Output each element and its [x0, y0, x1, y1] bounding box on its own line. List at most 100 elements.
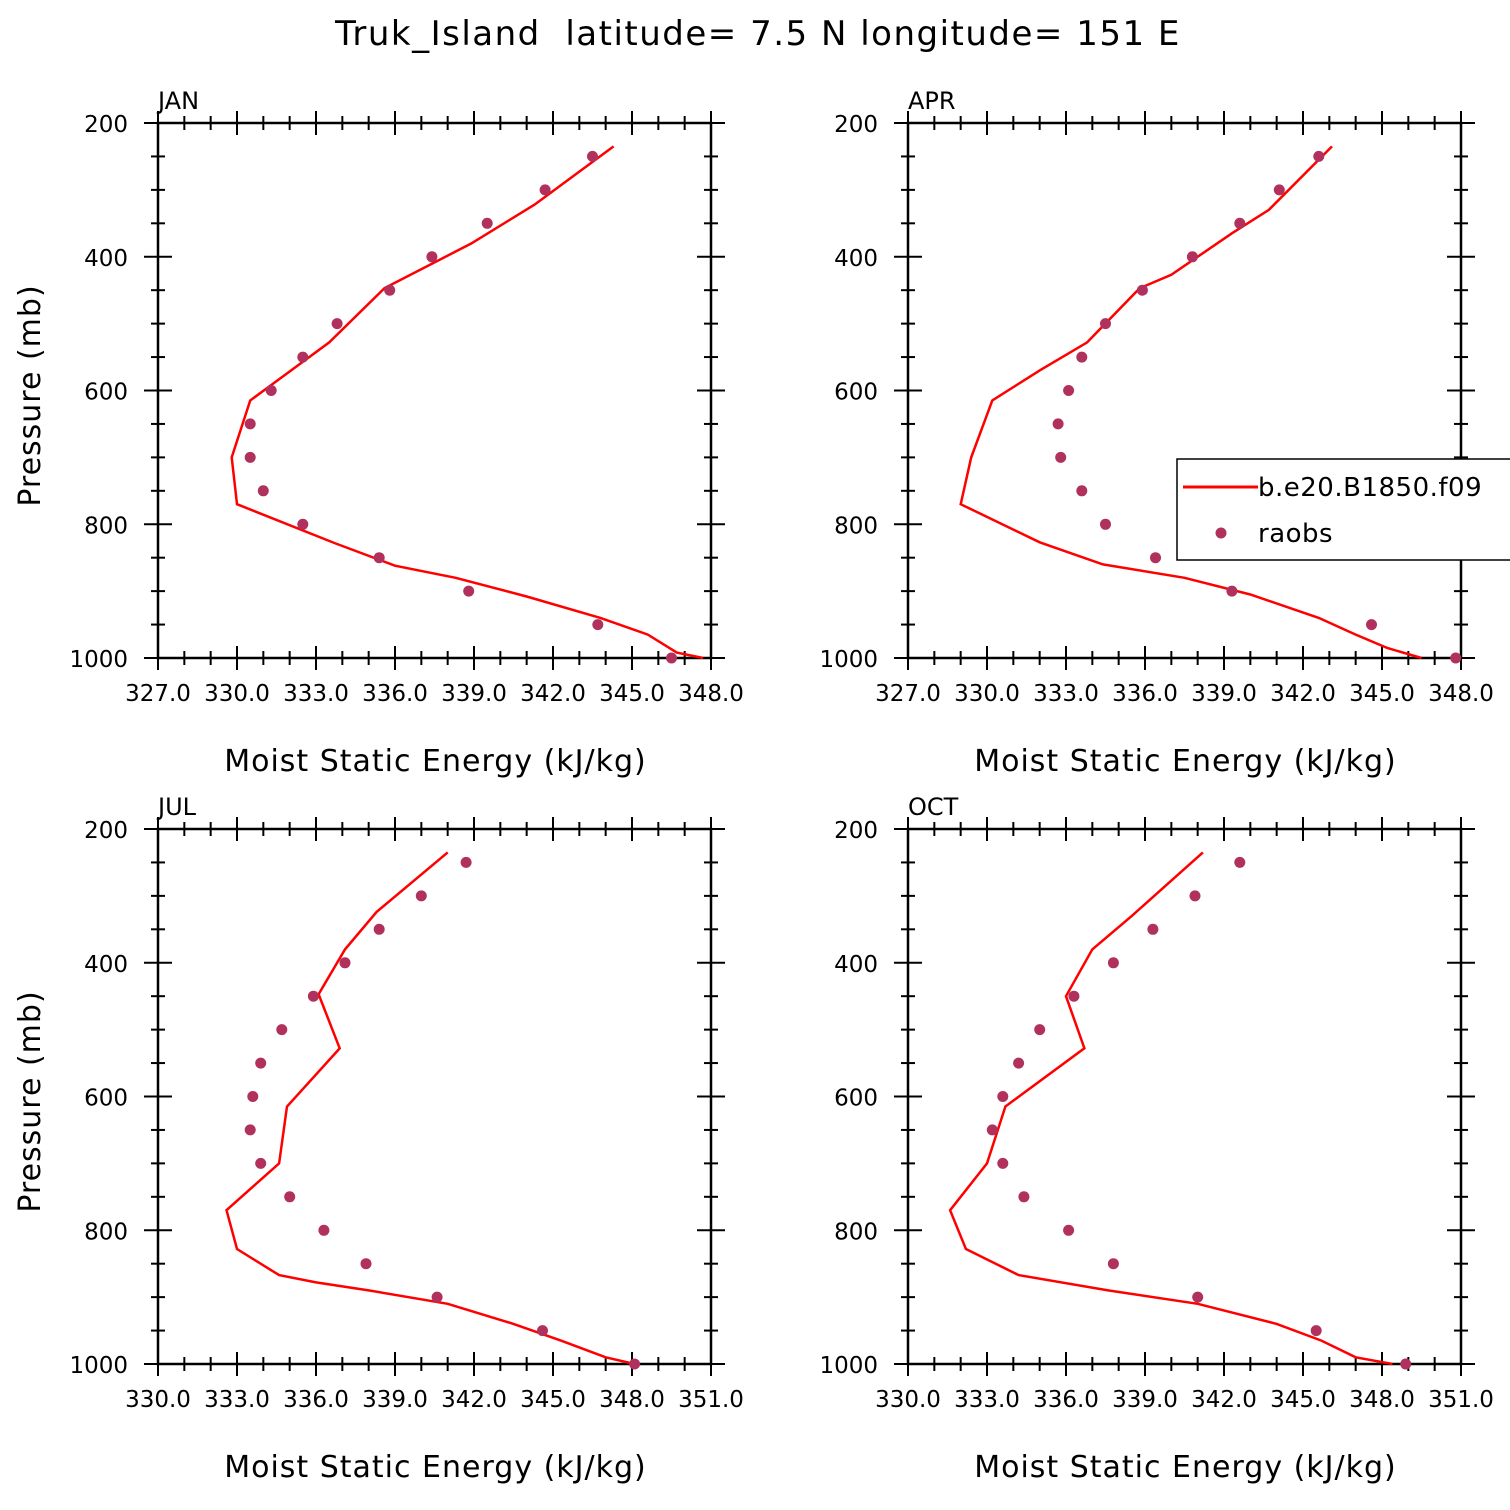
raobs-point — [463, 585, 475, 597]
raobs-point — [284, 1191, 296, 1203]
legend-entry-obs: raobs — [1258, 519, 1333, 549]
raobs-point — [307, 990, 319, 1002]
raobs-point — [1013, 1057, 1025, 1069]
x-tick-label: 330.0 — [875, 1387, 941, 1413]
x-tick-label: 348.0 — [1349, 1387, 1415, 1413]
raobs-point — [1100, 518, 1111, 530]
legend-entry-model: b.e20.B1850.f09 — [1258, 473, 1482, 503]
raobs-point — [1018, 1191, 1030, 1203]
y-tick-label: 600 — [834, 1086, 878, 1112]
raobs-point — [537, 1325, 548, 1337]
x-tick-label: 345.0 — [1270, 1387, 1336, 1413]
raobs-point — [257, 485, 269, 497]
raobs-point — [415, 890, 427, 902]
x-tick-label: 327.0 — [125, 681, 191, 707]
x-tick-label: 336.0 — [283, 1387, 349, 1413]
raobs-point — [1034, 1024, 1046, 1036]
panel-label: APR — [908, 87, 956, 115]
raobs-point — [339, 957, 351, 969]
x-tick-label: 333.0 — [954, 1387, 1020, 1413]
raobs-point — [1313, 150, 1325, 162]
x-tick-label: 333.0 — [1033, 681, 1099, 707]
panel-jul: JUL 330.0 333.0 336.0 339.0 342.0 345.0 348.0 35… — [13, 793, 744, 1485]
raobs-point — [297, 518, 309, 530]
model-series-line — [225, 851, 635, 1366]
raobs-point — [1226, 585, 1238, 597]
raobs-point — [1063, 1224, 1075, 1236]
raobs-point — [539, 184, 551, 196]
x-axis-title: Moist Static Energy (kJ/kg) — [974, 1450, 1397, 1485]
model-series-line — [230, 145, 704, 660]
y-tick-label: 1000 — [69, 647, 128, 673]
raobs-point — [1234, 217, 1246, 229]
y-tick-label: 800 — [834, 1219, 878, 1245]
y-tick-label: 1000 — [69, 1353, 128, 1379]
raobs-point — [373, 552, 385, 564]
raobs-point — [431, 1291, 443, 1303]
raobs-point — [265, 385, 277, 396]
raobs-point — [592, 619, 604, 631]
y-tick-label: 1000 — [819, 1353, 878, 1379]
x-tick-label: 342.0 — [1270, 681, 1336, 707]
raobs-point — [1186, 251, 1198, 263]
x-tick-label: 342.0 — [441, 1387, 507, 1413]
x-tick-label: 351.0 — [1428, 1387, 1494, 1413]
panel-apr: APR 327.0 330.0 333.0 336.0 339.0 342.0 345.0 34… — [819, 87, 1493, 779]
y-tick-label: 200 — [834, 112, 878, 138]
raobs-point — [997, 1091, 1009, 1102]
x-tick-label: 336.0 — [1033, 1387, 1099, 1413]
raobs-point — [1234, 856, 1246, 868]
y-tick-label: 400 — [834, 952, 878, 978]
raobs-point — [629, 1358, 641, 1370]
x-tick-label: 348.0 — [678, 681, 744, 707]
raobs-point — [255, 1157, 267, 1169]
raobs-point — [1055, 451, 1067, 463]
x-axis-title: Moist Static Energy (kJ/kg) — [974, 744, 1397, 779]
model-series-line — [948, 851, 1393, 1366]
x-tick-label: 333.0 — [283, 681, 349, 707]
x-tick-label: 339.0 — [362, 1387, 428, 1413]
x-tick-label: 339.0 — [441, 681, 507, 707]
panel-jan: JAN 327.0 330.0 333.0 336.0 339.0 342.0 345.0 34… — [13, 87, 744, 779]
raobs-point — [997, 1157, 1009, 1169]
raobs-point — [1076, 485, 1088, 497]
y-tick-label: 600 — [834, 380, 878, 406]
raobs-point — [481, 217, 493, 229]
x-tick-label: 345.0 — [1349, 681, 1415, 707]
raobs-point — [587, 150, 598, 162]
x-tick-label: 351.0 — [678, 1387, 744, 1413]
x-tick-label: 339.0 — [1112, 1387, 1178, 1413]
x-tick-label: 330.0 — [125, 1387, 191, 1413]
raobs-point — [276, 1024, 288, 1036]
legend-box — [1176, 458, 1510, 561]
x-tick-label: 333.0 — [204, 1387, 270, 1413]
x-tick-label: 336.0 — [362, 681, 428, 707]
raobs-point — [1068, 990, 1080, 1002]
y-tick-label: 200 — [84, 112, 128, 138]
x-tick-label: 342.0 — [520, 681, 586, 707]
panel-label: JAN — [156, 87, 199, 115]
raobs-point — [666, 652, 677, 664]
raobs-point — [986, 1124, 998, 1136]
raobs-point — [247, 1091, 259, 1102]
raobs-point — [1107, 957, 1119, 969]
y-tick-label: 1000 — [819, 647, 878, 673]
model-series-line — [959, 145, 1422, 660]
legend: b.e20.B1850.f09 raobs — [1176, 458, 1510, 561]
raobs-point — [1192, 1291, 1204, 1303]
x-tick-label: 330.0 — [954, 681, 1020, 707]
raobs-point — [426, 251, 438, 263]
panel-oct: OCT 330.0 333.0 336.0 339.0 342.0 345.0 348.0 35… — [819, 793, 1493, 1485]
raobs-point — [384, 284, 396, 296]
y-tick-label: 400 — [834, 246, 878, 272]
x-tick-label: 336.0 — [1112, 681, 1178, 707]
x-tick-label: 330.0 — [204, 681, 270, 707]
raobs-point — [1150, 552, 1161, 564]
y-tick-label: 800 — [834, 513, 878, 539]
raobs-point — [1063, 385, 1075, 396]
raobs-point — [244, 451, 256, 463]
x-tick-label: 345.0 — [599, 681, 665, 707]
raobs-point — [1052, 418, 1064, 430]
raobs-point — [331, 318, 343, 330]
